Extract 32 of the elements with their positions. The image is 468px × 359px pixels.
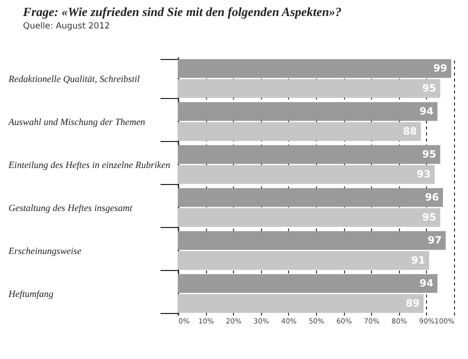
bar (178, 251, 430, 270)
chart-title: Frage: «Wie zufrieden sind Sie mit den folgenden Aspekten»? (22, 5, 342, 19)
bar (178, 208, 440, 227)
bar (178, 59, 452, 78)
data-label: 95 (422, 150, 436, 161)
data-label: 95 (422, 212, 436, 224)
bar (178, 79, 440, 98)
bar (178, 165, 435, 184)
data-label: 95 (422, 83, 436, 94)
data-label: 94 (420, 278, 434, 290)
text: Quelle: August 2012 (23, 22, 110, 32)
y-tick-label: Auswahl und Mischung der Themen (8, 118, 146, 128)
bar (178, 102, 438, 121)
bar (178, 274, 438, 293)
data-label: 99 (433, 64, 448, 75)
data-label: 89 (406, 298, 420, 310)
y-tick-label: Erscheinungsweise (8, 247, 82, 257)
data-label: 88 (402, 126, 417, 138)
bar (178, 122, 421, 141)
y-tick-label: Gestaltung des Heftes insgesamt (8, 204, 133, 214)
data-label: 96 (425, 192, 439, 204)
bar (178, 188, 443, 207)
bar (178, 231, 446, 250)
data-label: 97 (428, 236, 442, 247)
data-label: 93 (416, 169, 431, 180)
bar (178, 145, 440, 164)
bar (178, 294, 424, 313)
y-tick-label: Einteilung des Heftes in einzelne Rubriken (8, 161, 170, 171)
y-tick-label: Heftumfang (8, 290, 54, 300)
data-label: 94 (420, 106, 434, 118)
data-label: 91 (411, 255, 426, 266)
y-tick-label: Redaktionelle Qualität, Schreibstil (8, 75, 140, 85)
